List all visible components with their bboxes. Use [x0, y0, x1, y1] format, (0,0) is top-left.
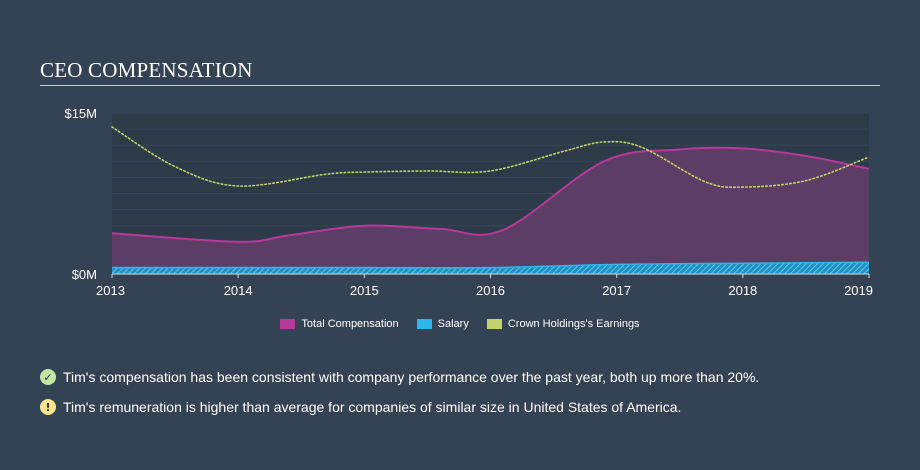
legend-label: Total Compensation	[301, 318, 399, 330]
ceo-compensation-chart: 2013 2014 2015 2016 2017 2018 2019 $0M $15M	[64, 106, 873, 298]
legend-label: Salary	[437, 318, 469, 330]
x-tick-label: 2013	[96, 283, 125, 298]
legend-swatch-total-compensation	[280, 319, 296, 329]
x-tick-label: 2017	[602, 283, 631, 298]
legend-item-total-compensation[interactable]: Total Compensation	[280, 318, 399, 330]
earnings-line	[111, 126, 870, 189]
insight-notes: ✓ Tim's compensation has been consistent…	[40, 367, 759, 427]
x-tick-label: 2019	[844, 283, 873, 298]
note-performance: ✓ Tim's compensation has been consistent…	[40, 367, 759, 387]
title-divider	[40, 85, 880, 86]
legend-label: Crown Holdings's Earnings	[507, 318, 640, 330]
note-remuneration: ! Tim's remuneration is higher than aver…	[40, 397, 759, 417]
x-tick-label: 2014	[224, 283, 253, 298]
check-icon: ✓	[40, 369, 56, 385]
legend-swatch-earnings	[486, 319, 502, 329]
legend-swatch-salary	[416, 319, 432, 329]
salary-line	[111, 261, 870, 269]
y-tick-label: $15M	[64, 106, 97, 121]
info-icon: !	[40, 399, 56, 415]
page-title: CEO COMPENSATION	[40, 58, 253, 82]
x-tick-label: 2015	[350, 283, 379, 298]
total-compensation-line	[111, 146, 870, 243]
total-compensation-area	[112, 147, 869, 274]
legend-item-earnings[interactable]: Crown Holdings's Earnings	[486, 318, 640, 330]
x-tick-label: 2016	[476, 283, 505, 298]
legend-item-salary[interactable]: Salary	[416, 318, 469, 330]
chart-legend: Total Compensation Salary Crown Holdings…	[0, 318, 920, 330]
note-text: Tim's compensation has been consistent w…	[63, 369, 760, 385]
note-text: Tim's remuneration is higher than averag…	[63, 399, 682, 415]
x-tick-label: 2018	[728, 283, 757, 298]
y-tick-label: $0M	[72, 267, 97, 282]
